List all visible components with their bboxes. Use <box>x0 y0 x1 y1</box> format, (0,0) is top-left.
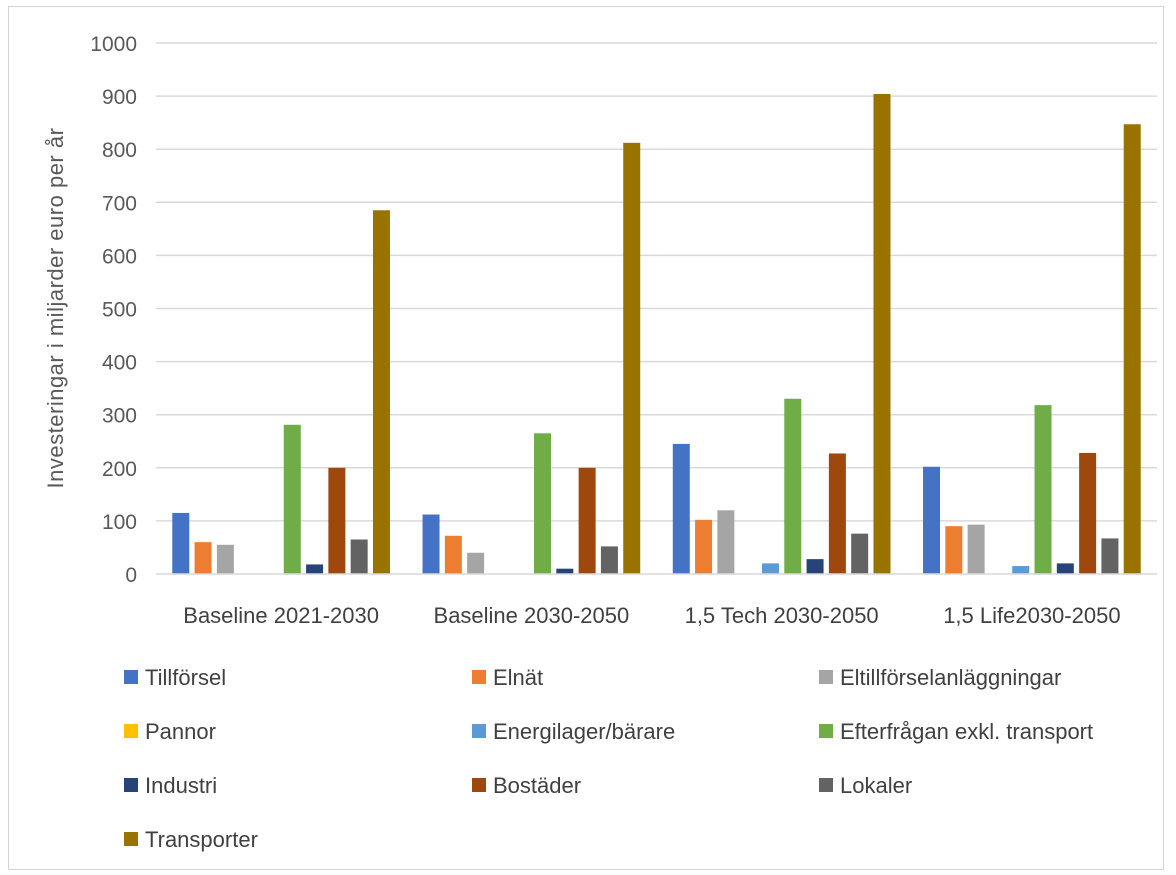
legend-swatch <box>819 670 833 684</box>
legend-label: Eltillförselanläggningar <box>840 665 1061 690</box>
bar-tillförsel-4 <box>923 466 941 574</box>
x-category-label: 1,5 Life2030-2050 <box>943 603 1120 628</box>
bar-transporter-3 <box>873 93 891 574</box>
legend-swatch <box>819 724 833 738</box>
grid-lines <box>156 42 1157 522</box>
y-tick-label: 200 <box>102 458 137 481</box>
bar-bostäder-4 <box>1079 452 1097 574</box>
bar-industri-1 <box>306 564 324 574</box>
bars <box>172 93 1141 575</box>
legend-label: Efterfrågan exkl. transport <box>840 719 1093 744</box>
bar-industri-4 <box>1056 563 1074 574</box>
y-tick-label: 700 <box>102 192 137 215</box>
x-axis-category-labels: Baseline 2021-2030 Baseline 2030-2050 1,5 … <box>183 603 1120 628</box>
y-tick-label: 500 <box>102 299 137 322</box>
x-category-label: 1,5 Tech 2030-2050 <box>685 603 879 628</box>
bar-eltillförselanläggningar-4 <box>967 524 985 574</box>
bar-elnät-3 <box>695 519 713 574</box>
legend-swatch <box>472 724 486 738</box>
bar-efterfrågan-exkl-transport-3 <box>784 398 802 574</box>
bar-tillförsel-1 <box>172 512 190 574</box>
bar-transporter-4 <box>1123 124 1141 575</box>
y-axis-title: Investeringar i miljarder euro per år <box>43 128 68 489</box>
legend-swatch <box>124 832 138 846</box>
legend-swatch <box>819 778 833 792</box>
bar-eltillförselanläggningar-2 <box>467 552 485 574</box>
legend-swatch <box>124 724 138 738</box>
bar-lokaler-1 <box>350 539 368 574</box>
y-tick-label: 900 <box>102 86 137 109</box>
chart-frame: 0 100 200 300 400 500 600 700 800 900 1000 Baselin… <box>8 6 1164 870</box>
bar-bostäder-1 <box>328 467 346 574</box>
legend-label: Elnät <box>493 665 543 690</box>
bar-bostäder-3 <box>828 453 846 574</box>
legend-swatch <box>472 670 486 684</box>
bar-energilager-bärare-4 <box>1012 566 1030 574</box>
bar-tillförsel-2 <box>422 514 440 574</box>
legend-swatch <box>124 670 138 684</box>
bar-transporter-1 <box>372 210 390 574</box>
bar-energilager-bärare-3 <box>761 563 779 574</box>
bar-lokaler-4 <box>1101 538 1119 574</box>
bar-lokaler-2 <box>600 546 618 574</box>
legend-label: Tillförsel <box>145 665 226 690</box>
bar-tillförsel-3 <box>672 443 690 574</box>
x-category-label: Baseline 2030-2050 <box>434 603 630 628</box>
legend-label: Industri <box>145 773 217 798</box>
bar-efterfrågan-exkl-transport-1 <box>283 424 301 574</box>
legend-swatch <box>124 778 138 792</box>
y-tick-label: 400 <box>102 352 137 375</box>
y-tick-label: 0 <box>125 564 137 587</box>
bar-elnät-1 <box>194 542 212 574</box>
legend-label: Pannor <box>145 719 216 744</box>
legend-label: Energilager/bärare <box>493 719 675 744</box>
bar-lokaler-3 <box>851 533 869 574</box>
legend: Tillförsel Elnät Eltillförselanläggningar P… <box>124 665 1093 852</box>
bar-elnät-4 <box>945 526 963 574</box>
y-tick-label: 600 <box>102 245 137 268</box>
legend-label: Bostäder <box>493 773 581 798</box>
y-axis-ticks: 0 100 200 300 400 500 600 700 800 900 1000 <box>90 33 137 587</box>
y-tick-label: 800 <box>102 139 137 162</box>
legend-swatch <box>472 778 486 792</box>
y-tick-label: 300 <box>102 405 137 428</box>
bar-bostäder-2 <box>578 467 596 574</box>
bar-efterfrågan-exkl-transport-2 <box>534 433 552 574</box>
bar-elnät-2 <box>444 535 462 574</box>
y-tick-label: 1000 <box>90 33 137 56</box>
legend-label: Lokaler <box>840 773 912 798</box>
legend-label: Transporter <box>145 827 258 852</box>
bar-chart: 0 100 200 300 400 500 600 700 800 900 1000 Baselin… <box>43 33 1157 852</box>
x-category-label: Baseline 2021-2030 <box>183 603 379 628</box>
y-tick-label: 100 <box>102 511 137 534</box>
bar-eltillförselanläggningar-3 <box>717 510 735 574</box>
bar-industri-2 <box>556 568 574 574</box>
bar-eltillförselanläggningar-1 <box>216 544 234 574</box>
bar-efterfrågan-exkl-transport-4 <box>1034 405 1052 574</box>
bar-industri-3 <box>806 559 824 574</box>
bar-transporter-2 <box>623 142 641 574</box>
